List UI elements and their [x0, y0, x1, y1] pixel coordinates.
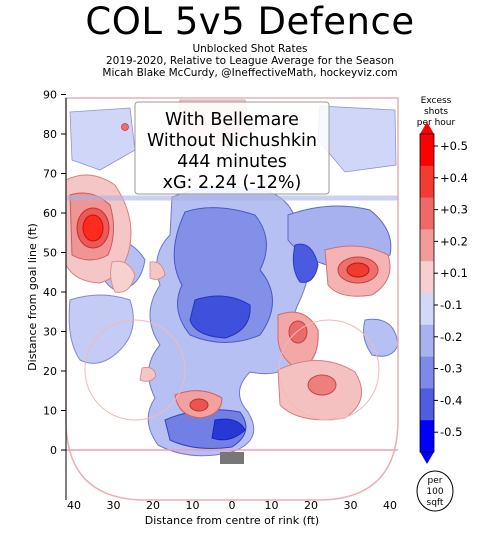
- colorbar-tick-label: +0.2: [440, 234, 468, 248]
- y-tick-label: 30: [43, 326, 57, 339]
- chart-subtitle-1: Unblocked Shot Rates: [192, 43, 308, 55]
- chart-subtitle-3: Micah Blake McCurdy, @IneffectiveMath, h…: [102, 67, 398, 79]
- y-tick-label: 40: [43, 286, 57, 299]
- annotation-line-1: With Bellemare: [165, 110, 299, 130]
- colorbar-band: [420, 197, 434, 230]
- colorbar-band: [420, 324, 434, 358]
- colorbar-top-arrow: [420, 122, 434, 134]
- colorbar-band: [420, 261, 434, 294]
- y-tick-label: 60: [43, 207, 57, 220]
- colorbar-band: [420, 356, 434, 389]
- colorbar-tick-label: +0.1: [440, 266, 468, 280]
- x-tick-label: 20: [304, 499, 318, 512]
- x-tick-label: 30: [344, 499, 358, 512]
- colorbar-tick-label: -0.3: [440, 362, 462, 376]
- colorbar-band: [420, 293, 434, 326]
- annotation-box: [134, 101, 330, 195]
- y-axis-label: Distance from goal line (ft): [26, 223, 39, 371]
- y-tick-label: 20: [43, 365, 57, 378]
- y-ticks: 0 10 20 30 40 50 60 70 80 90: [43, 89, 66, 457]
- colorbar-title-2: shots: [424, 107, 448, 117]
- colorbar-tick-label: -0.2: [440, 330, 462, 344]
- y-tick-label: 50: [43, 247, 57, 260]
- annotation-line-3: 444 minutes: [177, 152, 287, 172]
- x-axis-label: Distance from centre of rink (ft): [145, 514, 319, 527]
- colorbar-frame: [419, 133, 435, 453]
- units-badge-line-3: sqft: [427, 498, 444, 508]
- y-tick-label: 90: [43, 89, 57, 102]
- colorbar-title-3: per hour: [417, 118, 456, 128]
- y-tick-label: 10: [43, 405, 57, 418]
- x-tick-label: 40: [383, 499, 397, 512]
- y-tick-label: 0: [50, 444, 57, 457]
- colorbar-bottom-arrow: [420, 452, 434, 464]
- colorbar-tick-label: +0.4: [440, 171, 468, 185]
- units-badge-line-2: 100: [426, 487, 443, 497]
- annotation-line-2: Without Nichushkin: [147, 131, 317, 151]
- units-badge: [416, 470, 454, 512]
- x-tick-label: 0: [229, 499, 236, 512]
- x-tick-label: 30: [107, 499, 121, 512]
- units-badge-line-1: per: [428, 476, 443, 486]
- annotation-line-4: xG: 2.24 (-12%): [163, 173, 302, 193]
- colorbar-tick-label: +0.5: [440, 139, 468, 153]
- x-tick-label: 10: [186, 499, 200, 512]
- colorbar-tick-label: -0.1: [440, 298, 462, 312]
- x-tick-label: 40: [67, 499, 81, 512]
- chart-subtitle-2: 2019-2020, Relative to League Average fo…: [105, 55, 395, 67]
- colorbar-tick-label: +0.3: [440, 203, 468, 217]
- colorbar-tick-label: -0.4: [440, 393, 462, 407]
- goal-net: [220, 452, 244, 464]
- colorbar: +0.5 +0.4 +0.3 +0.2 +0.1 -0.1 -0.2 -0.3 -0.4 -0.5: [419, 122, 468, 464]
- chart-title: COL 5v5 Defence: [85, 0, 415, 43]
- colorbar-band: [420, 420, 434, 453]
- colorbar-title-1: Excess: [421, 96, 452, 106]
- y-tick-label: 70: [43, 168, 57, 181]
- colorbar-band: [420, 165, 434, 199]
- colorbar-band: [420, 134, 434, 167]
- colorbar-band: [420, 229, 434, 262]
- colorbar-tick-label: -0.5: [440, 425, 462, 439]
- colorbar-band: [420, 388, 434, 421]
- x-tick-label: 10: [265, 499, 279, 512]
- x-tick-label: 20: [146, 499, 160, 512]
- y-tick-label: 80: [43, 128, 57, 141]
- x-ticks: 40 30 20 10 0 10 20 30 40: [67, 499, 397, 512]
- tint-left-top: [69, 107, 136, 171]
- heat-field: [66, 98, 398, 500]
